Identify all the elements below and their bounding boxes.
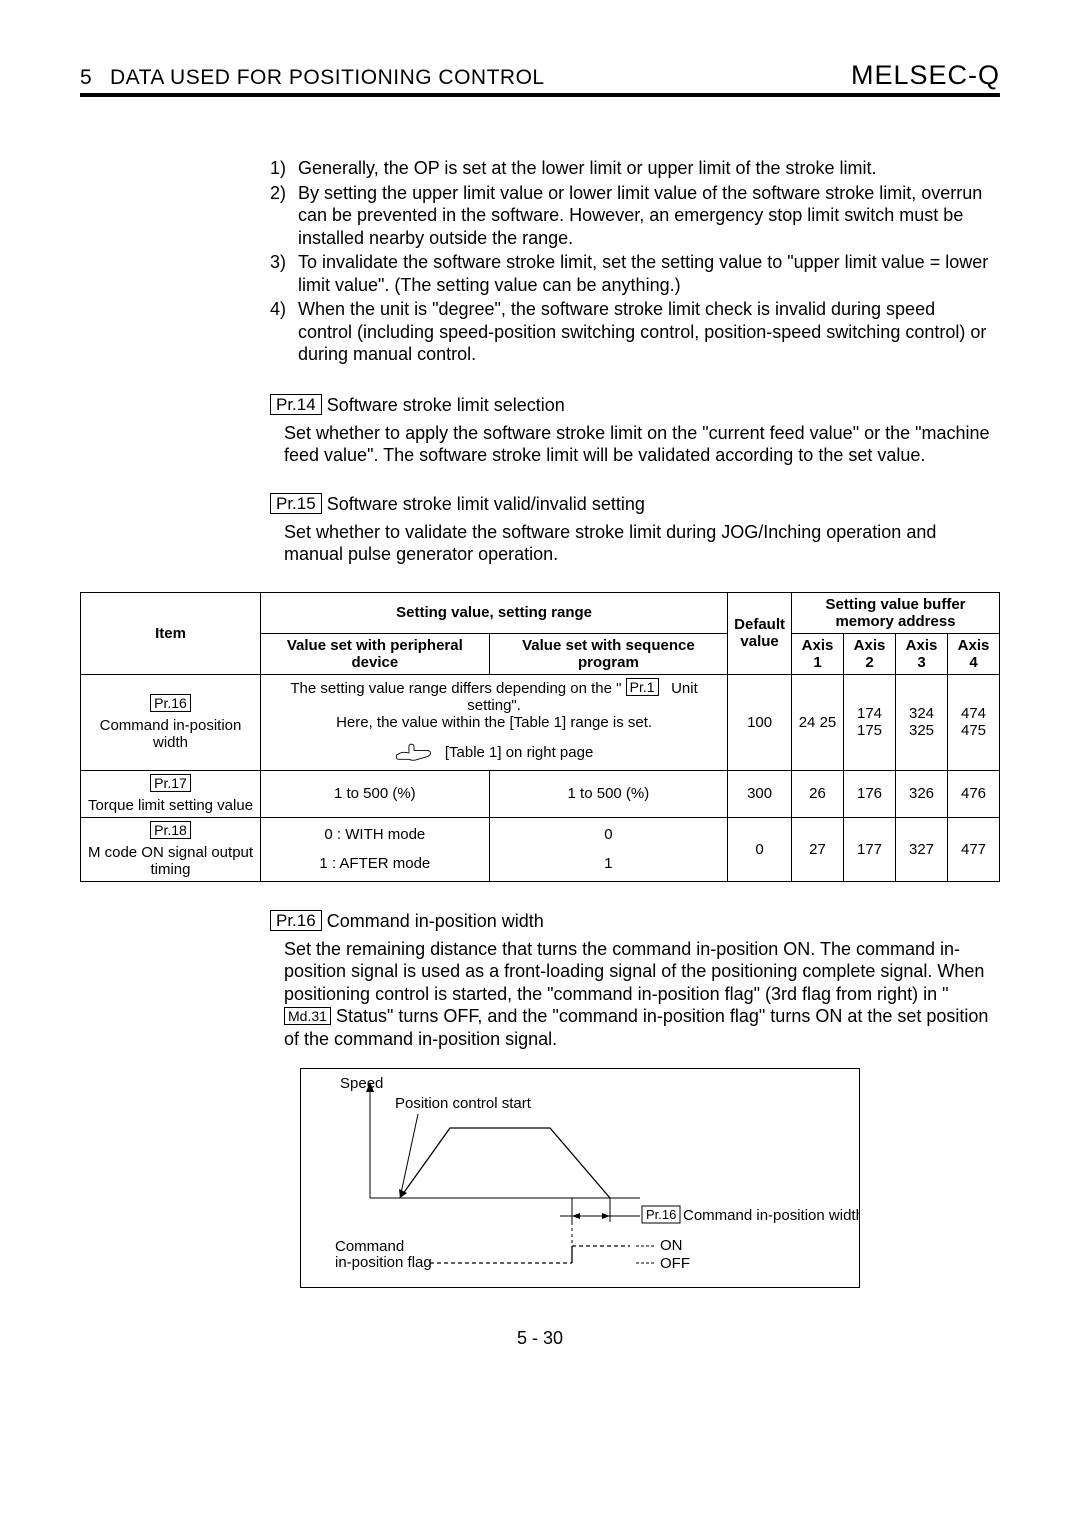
table-row: Pr.16 Command in-position width The sett… <box>81 674 1000 770</box>
command-in-position-diagram: Speed Position control start Pr.16 Comma… <box>300 1068 1000 1288</box>
desc-pre: The setting value range differs dependin… <box>290 680 621 697</box>
cell-axis3: 324 325 <box>896 674 948 770</box>
pr14-tag: Pr.14 <box>270 394 322 416</box>
note-item: 1) Generally, the OP is set at the lower … <box>270 157 990 180</box>
chapter-text: DATA USED FOR POSITIONING CONTROL <box>110 66 545 89</box>
hand-pointer-icon <box>395 739 433 767</box>
row-item: Pr.17 Torque limit setting value <box>81 770 261 817</box>
opt-after: 1 : AFTER mode <box>319 855 430 872</box>
pr16-title: Command in-position width <box>327 911 544 931</box>
table-row: Pr.18 M code ON signal output timing 0 :… <box>81 817 1000 881</box>
th-sequence: Value set with sequence program <box>489 633 727 674</box>
start-label: Position control start <box>395 1095 532 1112</box>
cell-default: 0 <box>728 817 792 881</box>
row-name: M code ON signal output timing <box>87 844 254 878</box>
table-header-row: Item Setting value, setting range Defaul… <box>81 592 1000 633</box>
cmd-flag-label-l2: in-position flag <box>335 1254 432 1271</box>
note-item: 3) To invalidate the software stroke limi… <box>270 251 990 296</box>
note-number: 4) <box>270 298 286 321</box>
pr15-tag: Pr.15 <box>270 493 322 515</box>
page-header: 5 DATA USED FOR POSITIONING CONTROL MELS… <box>80 60 1000 91</box>
row-name: Command in-position width <box>87 717 254 751</box>
cell-axis4: 477 <box>948 817 1000 881</box>
cell-sequence: 1 to 500 (%) <box>489 770 727 817</box>
note-item: 4) When the unit is "degree", the softwar… <box>270 298 990 366</box>
diagram-pr16-label: Command in-position width <box>683 1207 860 1224</box>
th-default: Default value <box>728 592 792 674</box>
pr16-body: Set the remaining distance that turns th… <box>284 938 990 1051</box>
table-row: Pr.17 Torque limit setting value 1 to 50… <box>81 770 1000 817</box>
note-number: 1) <box>270 157 286 180</box>
pr16-body-post: Status" turns OFF, and the "command in-p… <box>284 1006 988 1049</box>
parameter-table: Item Setting value, setting range Defaul… <box>80 592 1000 882</box>
notes-list: 1) Generally, the OP is set at the lower … <box>270 157 990 366</box>
chapter-number: 5 <box>80 66 92 89</box>
brand-label: MELSEC-Q <box>851 60 1000 91</box>
cell-axis4: 474 475 <box>948 674 1000 770</box>
header-divider <box>80 93 1000 97</box>
opt-with: 0 : WITH mode <box>324 826 425 843</box>
speed-axis-label: Speed <box>340 1075 383 1092</box>
th-axis3: Axis 3 <box>896 633 948 674</box>
pr17-tag: Pr.17 <box>150 774 191 792</box>
diagram-pr16-tag: Pr.16 <box>646 1207 676 1222</box>
row-item: Pr.18 M code ON signal output timing <box>81 817 261 881</box>
md31-tag: Md.31 <box>284 1007 331 1025</box>
pr15-title: Software stroke limit valid/invalid sett… <box>327 494 645 514</box>
cell-axis3: 326 <box>896 770 948 817</box>
th-setting: Setting value, setting range <box>261 592 728 633</box>
pr14-body: Set whether to apply the software stroke… <box>284 422 990 467</box>
table1-ref-text: [Table 1] on right page <box>445 744 593 761</box>
th-axis4: Axis 4 <box>948 633 1000 674</box>
seq-opt0: 0 <box>604 826 612 843</box>
note-text: When the unit is "degree", the software … <box>298 299 986 364</box>
cell-default: 100 <box>728 674 792 770</box>
chapter-title: 5 DATA USED FOR POSITIONING CONTROL <box>80 66 545 90</box>
pr16-tag: Pr.16 <box>150 694 191 712</box>
pr16-body-pre: Set the remaining distance that turns th… <box>284 939 984 1004</box>
pr15-heading: Pr.15 Software stroke limit valid/invali… <box>270 493 990 515</box>
cell-peripheral: 1 to 500 (%) <box>261 770 490 817</box>
cell-peripheral: 0 : WITH mode 1 : AFTER mode <box>261 817 490 881</box>
desc-line2: Here, the value within the [Table 1] ran… <box>336 714 652 731</box>
th-item: Item <box>81 592 261 674</box>
th-buffer: Setting value buffer memory address <box>792 592 1000 633</box>
cell-axis4: 476 <box>948 770 1000 817</box>
cell-axis2: 176 <box>844 770 896 817</box>
row-item: Pr.16 Command in-position width <box>81 674 261 770</box>
pr14-title: Software stroke limit selection <box>327 395 565 415</box>
cell-axis2: 174 175 <box>844 674 896 770</box>
off-label: OFF <box>660 1255 690 1272</box>
note-text: By setting the upper limit value or lowe… <box>298 183 982 248</box>
row-name: Torque limit setting value <box>87 797 254 814</box>
pr16-tag: Pr.16 <box>270 910 322 932</box>
th-axis1: Axis 1 <box>792 633 844 674</box>
cell-sequence: 0 1 <box>489 817 727 881</box>
pr14-heading: Pr.14 Software stroke limit selection <box>270 394 990 416</box>
seq-opt1: 1 <box>604 855 612 872</box>
th-peripheral: Value set with peripheral device <box>261 633 490 674</box>
cell-default: 300 <box>728 770 792 817</box>
pr15-body: Set whether to validate the software str… <box>284 521 990 566</box>
page-number: 5 - 30 <box>80 1328 1000 1349</box>
note-number: 3) <box>270 251 286 274</box>
note-number: 2) <box>270 182 286 205</box>
cell-axis3: 327 <box>896 817 948 881</box>
pr1-tag: Pr.1 <box>626 678 659 696</box>
note-item: 2) By setting the upper limit value or lo… <box>270 182 990 250</box>
cell-axis1: 27 <box>792 817 844 881</box>
pr16-heading: Pr.16 Command in-position width <box>270 910 990 932</box>
cmd-flag-label-l1: Command <box>335 1238 404 1255</box>
on-label: ON <box>660 1237 683 1254</box>
pr18-tag: Pr.18 <box>150 821 191 839</box>
note-text: To invalidate the software stroke limit,… <box>298 252 988 295</box>
cell-axis2: 177 <box>844 817 896 881</box>
row-setting-range: The setting value range differs dependin… <box>261 674 728 770</box>
cell-axis1: 26 <box>792 770 844 817</box>
th-axis2: Axis 2 <box>844 633 896 674</box>
note-text: Generally, the OP is set at the lower li… <box>298 158 877 178</box>
table1-reference-row: [Table 1] on right page <box>267 739 721 767</box>
cell-axis1: 24 25 <box>792 674 844 770</box>
